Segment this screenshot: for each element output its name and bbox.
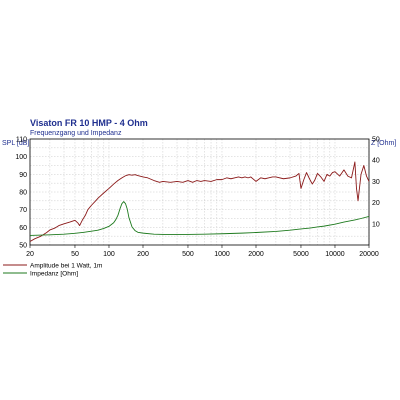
legend: Amplitude bei 1 Watt, 1m Impedanz [Ohm] (3, 263, 102, 278)
y-right-tick-label: 30 (372, 179, 380, 186)
x-axis-ticks: 20 50 100 200 500 1000 2000 5000 10000 20000 (26, 245, 379, 258)
plot-frame (29, 138, 370, 246)
legend-label-amplitude: Amplitude bei 1 Watt, 1m (30, 263, 102, 270)
y-right-axis-label: Z [Ohm] (371, 140, 396, 147)
y-left-tick-label: 80 (19, 190, 27, 197)
series-line-impedance (29, 201, 370, 236)
x-tick-label: 20 (26, 251, 34, 258)
y-right-tick-label: 40 (372, 158, 380, 165)
y-left-tick-label: 60 (19, 225, 27, 232)
y-right-axis-ticks: 10 20 30 40 50 (372, 137, 380, 229)
x-tick-label: 5000 (293, 251, 309, 258)
y-left-tick-label: 50 (19, 243, 27, 250)
series-group (29, 161, 370, 242)
y-right-tick-label: 10 (372, 221, 380, 228)
y-left-tick-label: 100 (15, 154, 27, 161)
x-tick-label: 1000 (214, 251, 230, 258)
chart-subtitle: Frequenzgang und Impedanz (30, 130, 122, 137)
x-tick-label: 500 (182, 251, 194, 258)
x-tick-label: 10000 (325, 251, 345, 258)
y-left-tick-label: 90 (19, 172, 27, 179)
x-tick-label: 200 (137, 251, 149, 258)
series-line-amplitude (29, 161, 370, 242)
y-left-tick-label: 70 (19, 207, 27, 214)
y-right-tick-label: 50 (372, 137, 380, 144)
grid-lines (29, 139, 370, 245)
x-tick-label: 20000 (359, 251, 379, 258)
chart-title: Visaton FR 10 HMP - 4 Ohm (30, 118, 148, 128)
x-tick-label: 2000 (248, 251, 264, 258)
y-left-axis-label: SPL [dB] (2, 140, 29, 147)
legend-label-impedance: Impedanz [Ohm] (30, 271, 78, 278)
y-right-tick-label: 20 (372, 200, 380, 207)
y-left-tick-label: 110 (16, 137, 27, 144)
y-left-axis-ticks: 50 60 70 80 90 100 110 (15, 137, 27, 250)
x-tick-label: 50 (71, 251, 79, 258)
x-tick-label: 100 (103, 251, 115, 258)
